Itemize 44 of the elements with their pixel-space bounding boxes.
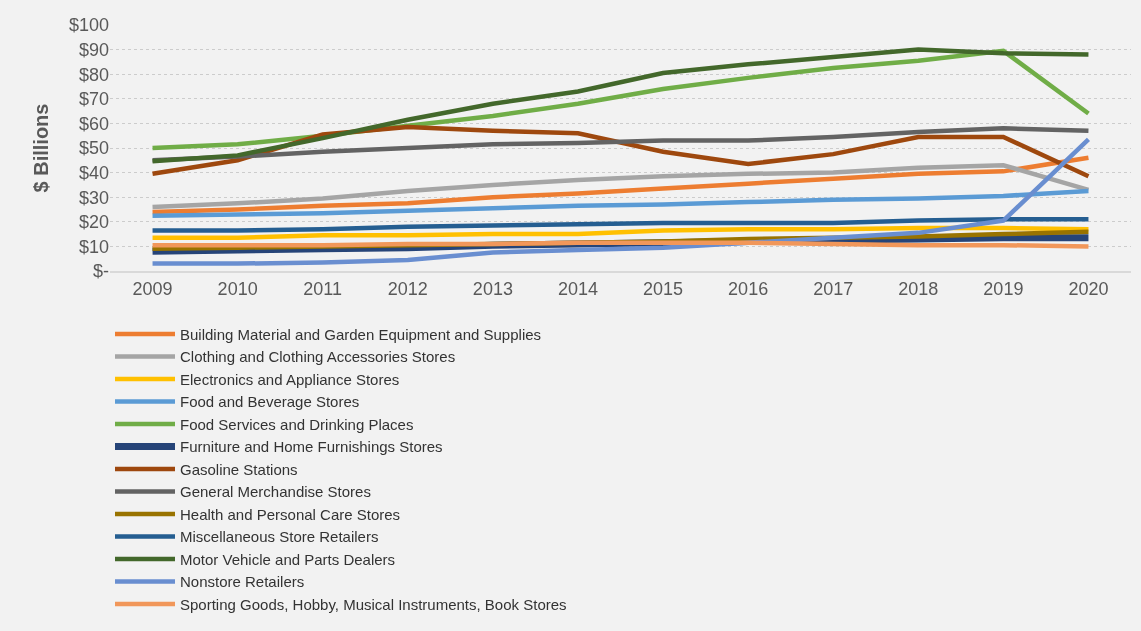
x-tick-label: 2017: [813, 278, 854, 299]
legend-label: General Merchandise Stores: [180, 483, 371, 501]
line-series: [150, 217, 1091, 233]
legend-label: Gasoline Stations: [180, 460, 298, 478]
x-tick-label: 2010: [217, 278, 258, 299]
x-tick-label: 2019: [983, 278, 1024, 299]
y-tick-label: $40: [78, 162, 109, 183]
line-series: [150, 137, 1091, 266]
y-tick-label: $50: [78, 138, 109, 159]
legend-label: Food Services and Drinking Places: [180, 415, 414, 433]
y-tick-label: $20: [78, 212, 109, 233]
y-tick-label: $-: [92, 261, 109, 282]
legend-label: Sporting Goods, Hobby, Musical Instruments, Book Stores: [180, 595, 567, 613]
legend-label: Motor Vehicle and Parts Dealers: [180, 550, 396, 568]
x-tick-label: 2015: [643, 278, 684, 299]
y-axis-title: $ Billions: [30, 103, 53, 193]
x-tick-label: 2013: [472, 278, 513, 299]
y-tick-label: $80: [78, 64, 109, 85]
legend-label: Building Material and Garden Equipment and Supplies: [180, 325, 542, 343]
legend-label: Electronics and Appliance Stores: [180, 370, 400, 388]
x-tick-label: 2009: [132, 278, 173, 299]
x-tick-label: 2018: [898, 278, 939, 299]
line-series: [150, 188, 1091, 218]
x-tick-label: 2011: [303, 278, 343, 299]
y-tick-label: $90: [78, 39, 109, 60]
y-tick-label: $60: [78, 113, 109, 134]
legend-label: Health and Personal Care Stores: [180, 505, 401, 523]
x-tick-label: 2020: [1068, 278, 1109, 299]
x-tick-label: 2016: [728, 278, 769, 299]
legend-label: Nonstore Retailers: [180, 573, 305, 591]
legend-label: Clothing and Clothing Accessories Stores: [180, 348, 456, 366]
y-tick-label: $70: [78, 89, 109, 110]
legend-label: Furniture and Home Furnishings Stores: [180, 438, 443, 456]
line-series: [150, 126, 1091, 163]
x-tick-label: 2012: [387, 278, 428, 299]
line-series: [150, 225, 1091, 241]
y-tick-label: $30: [78, 187, 109, 208]
line-series: [150, 162, 1091, 210]
legend-label: Food and Beverage Stores: [180, 393, 360, 411]
x-tick-label: 2014: [557, 278, 598, 299]
legend-label: Miscellaneous Store Retailers: [180, 528, 379, 546]
y-tick-label: $100: [68, 15, 109, 36]
line-series: [150, 155, 1091, 215]
y-tick-label: $10: [78, 236, 109, 257]
